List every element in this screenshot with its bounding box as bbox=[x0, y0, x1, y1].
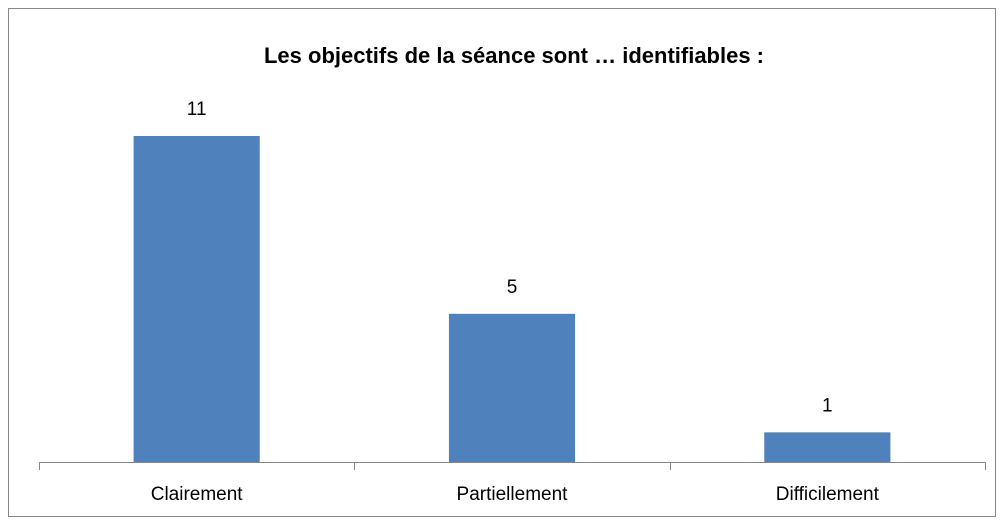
data-label: 11 bbox=[187, 99, 207, 120]
data-label: 5 bbox=[507, 277, 518, 298]
bar bbox=[764, 432, 891, 462]
x-tick-label: Partiellement bbox=[457, 484, 569, 505]
bar bbox=[133, 136, 260, 462]
x-tick-label: Difficilement bbox=[776, 484, 880, 505]
chart-title: Les objectifs de la séance sont … identi… bbox=[264, 43, 764, 68]
x-tick-label: Clairement bbox=[151, 484, 244, 505]
data-label: 1 bbox=[822, 395, 833, 416]
bar bbox=[448, 313, 576, 462]
